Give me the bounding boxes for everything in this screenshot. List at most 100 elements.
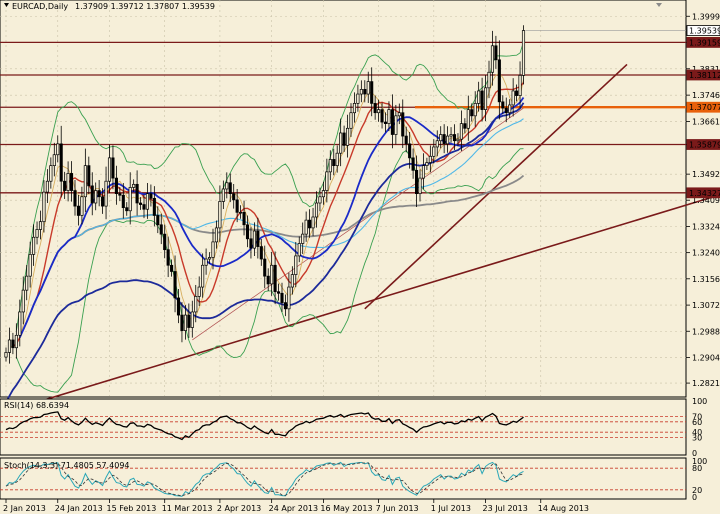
candle-body xyxy=(252,230,256,249)
price-tick-label: 1.31565 xyxy=(692,275,720,284)
candle-body xyxy=(487,71,491,89)
candle-body xyxy=(314,202,319,218)
candle-body xyxy=(242,211,246,226)
candle-body xyxy=(456,138,460,142)
candle-body xyxy=(187,314,191,328)
price-label-text: 1.35879 xyxy=(689,141,720,150)
stoch-signal-line xyxy=(5,462,524,497)
candle-body xyxy=(418,177,422,195)
candle-body xyxy=(501,101,505,109)
candle-body xyxy=(18,311,22,336)
candle-body xyxy=(397,112,401,117)
candle-body xyxy=(521,30,526,76)
candle-body xyxy=(259,246,263,260)
bollinger-lower-line xyxy=(15,148,524,393)
price-tick-label: 1.34927 xyxy=(692,170,720,179)
candle-body xyxy=(235,199,239,213)
candle-body xyxy=(442,134,446,145)
candle-body xyxy=(352,103,357,114)
candle-body xyxy=(404,135,408,145)
candle-body xyxy=(494,45,498,61)
candle-body xyxy=(28,254,32,277)
candle-body xyxy=(321,190,325,198)
candle-body xyxy=(166,249,170,266)
time-tick-label: 16 May 2013 xyxy=(320,504,372,513)
candle-body xyxy=(97,190,101,198)
candle-body xyxy=(118,193,122,196)
price-label-text: 1.34327 xyxy=(689,189,720,198)
candle-body xyxy=(125,207,129,212)
rsi-scale-label: 40 xyxy=(692,428,702,437)
stoch-scale-label: 80 xyxy=(692,464,702,473)
candle-body xyxy=(152,197,156,216)
candle-body xyxy=(14,334,18,349)
shift-marker-icon[interactable] xyxy=(656,3,662,7)
time-tick-label: 2 Jan 2013 xyxy=(3,504,46,513)
candle-body xyxy=(142,204,146,210)
candle-body xyxy=(428,155,432,163)
stoch-scale-label: 0 xyxy=(692,493,697,502)
price-tick-label: 1.28215 xyxy=(692,379,720,388)
candle-body xyxy=(435,140,439,148)
candle-body xyxy=(301,233,305,244)
candle-body xyxy=(87,165,91,187)
sma-200-line xyxy=(5,102,525,403)
candle-body xyxy=(73,190,77,207)
price-label-box xyxy=(686,69,720,81)
candle-body xyxy=(515,90,519,96)
candle-body xyxy=(245,224,250,240)
price-tick-label: 1.29040 xyxy=(692,353,720,362)
price-tick-label: 1.39999 xyxy=(692,12,720,21)
candle-body xyxy=(377,109,381,114)
candle-body xyxy=(280,292,284,303)
price-label-text: 1.38112 xyxy=(689,71,720,80)
candle-body xyxy=(69,173,74,191)
candle-body xyxy=(221,188,225,202)
candle-body xyxy=(415,169,419,195)
candle-body xyxy=(42,191,46,223)
candle-body xyxy=(163,233,167,251)
price-tick-label: 1.34090 xyxy=(692,196,720,205)
candle-body xyxy=(263,258,267,277)
collapse-arrow-icon[interactable] xyxy=(4,3,9,7)
candle-body xyxy=(83,165,87,198)
candle-body xyxy=(101,196,105,207)
candle-body xyxy=(459,123,463,140)
time-tick-label: 24 Jan 2013 xyxy=(55,504,103,513)
candle-body xyxy=(232,193,236,201)
candle-body xyxy=(45,180,49,193)
candle-body xyxy=(394,115,398,135)
candle-body xyxy=(370,81,374,104)
time-tick-label: 24 Apr 2013 xyxy=(269,504,318,513)
price-labels: 1.39539 1.39159 1.38112 1.37077 1.35879 1.343… xyxy=(525,25,720,199)
candle-body xyxy=(518,75,522,96)
candle-body xyxy=(107,157,112,182)
candle-body xyxy=(349,112,353,129)
candle-body xyxy=(463,123,467,129)
candle-body xyxy=(373,103,377,114)
price-tick-label: 1.37465 xyxy=(692,91,720,100)
rsi-scale-label: 60 xyxy=(692,418,702,427)
candle-body xyxy=(452,134,457,142)
candle-body xyxy=(239,211,243,214)
time-tick-label: 11 Mar 2013 xyxy=(162,504,213,513)
trendline xyxy=(364,63,628,310)
price-tick-label: 1.33245 xyxy=(692,223,720,232)
candle-body xyxy=(145,193,150,210)
symbol-label: EURCAD,Daily xyxy=(12,2,68,11)
candle-body xyxy=(508,104,512,114)
price-label-box xyxy=(686,187,720,199)
candle-body xyxy=(173,271,177,299)
candle-body xyxy=(183,314,187,331)
candle-body xyxy=(304,219,308,235)
candle-body xyxy=(380,109,384,123)
candle-body xyxy=(170,264,174,272)
candle-body xyxy=(325,171,329,191)
candle-body xyxy=(359,89,363,95)
time-tick-label: 15 Feb 2013 xyxy=(107,504,157,513)
candle-body xyxy=(446,135,450,145)
stoch-scale-label: 20 xyxy=(692,486,702,495)
